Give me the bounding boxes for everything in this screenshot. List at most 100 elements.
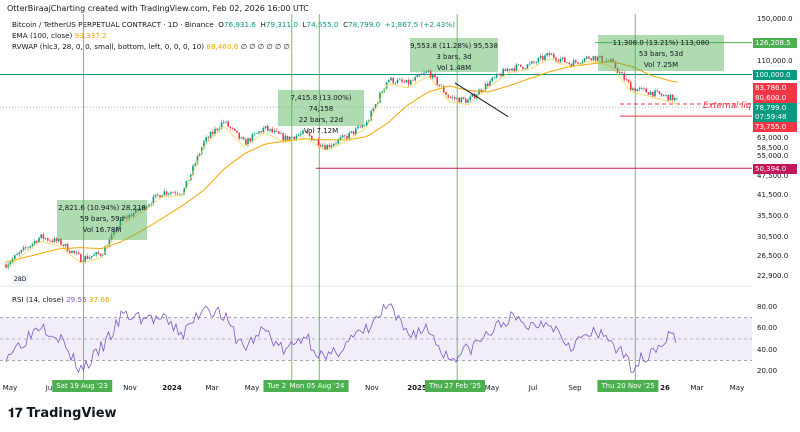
ema-legend[interactable]: EMA (100, close) 93,337.2 (12, 31, 107, 40)
price-axis-label: 55,000.0 (757, 152, 789, 161)
rsi-legend[interactable]: RSI (14, close) 29.55 37.66 (12, 295, 110, 304)
candle-body (130, 214, 133, 217)
high-label: H (260, 20, 266, 29)
candle-body (148, 204, 150, 207)
rvwap-legend[interactable]: RVWAP (hlc3, 28, 0, 0, small, bottom, le… (12, 42, 290, 51)
candle-body (352, 131, 355, 135)
candle-body (51, 240, 53, 243)
candle-body (280, 133, 282, 134)
trend-line (454, 82, 509, 118)
candle-body (427, 70, 430, 72)
candle-body (630, 82, 632, 91)
candle-body (223, 121, 225, 123)
candle-body (557, 60, 559, 62)
candle-body (192, 165, 194, 175)
candle-body (638, 88, 641, 90)
candle-body (361, 125, 364, 128)
candle-body (328, 145, 331, 148)
candle-body (247, 138, 249, 145)
measure-box[interactable]: 9,553.8 (11.28%) 95,538 3 bars, 3d Vol 1.4… (410, 38, 498, 72)
candle-body (150, 204, 152, 205)
time-axis-label: 2024 (162, 384, 182, 392)
candle-body (80, 254, 82, 263)
candle-body (135, 208, 137, 214)
candle-body (564, 57, 566, 63)
candle-body (282, 133, 284, 141)
rsi-axis-label: 20.00 (757, 366, 778, 375)
rsi-band (0, 317, 752, 361)
candle-body (231, 127, 234, 129)
measure-box[interactable]: 2,821.6 (10.94%) 28,218 59 bars, 59d Vol 1… (57, 200, 147, 240)
candle-body (390, 77, 392, 81)
candle-body (449, 97, 452, 98)
measure-line: 3 bars, 3d (436, 53, 472, 61)
candle-body (337, 139, 339, 144)
measure-line: 11,308.0 (13.21%) 113,080 (612, 39, 710, 47)
candle-body (71, 250, 73, 253)
measure-line: Vol 7.12M (303, 127, 339, 135)
candle-body (550, 54, 553, 55)
candle-body (267, 126, 269, 131)
candle-body (152, 196, 155, 205)
candle-body (634, 88, 636, 92)
candle-body (374, 104, 377, 109)
candle-body (495, 73, 498, 78)
candle-body (432, 74, 434, 78)
candle-body (319, 145, 322, 147)
candle-body (36, 240, 38, 243)
tradingview-logo[interactable]: 𝟏𝟕 TradingView (8, 406, 117, 421)
candle-body (359, 126, 361, 128)
candle-body (126, 216, 128, 219)
candle-body (185, 180, 188, 189)
price-axis-label: 26,500.0 (757, 252, 789, 261)
candle-body (66, 243, 69, 252)
candle-body (436, 77, 438, 85)
candle-body (636, 89, 639, 92)
candle-body (434, 74, 436, 78)
price-chart[interactable] (0, 14, 800, 384)
change-value: +1,867.5 (+2.43%) (384, 20, 455, 29)
measure-box[interactable]: 7,415.8 (13.00%) 74,158 22 bars, 22d Vol 7… (278, 90, 364, 135)
candle-body (416, 75, 419, 78)
date-marker-badge: Thu 27 Feb '25 (425, 380, 485, 392)
candle-body (295, 135, 298, 140)
candle-body (511, 68, 513, 71)
candle-body (49, 240, 51, 242)
candle-body (278, 131, 280, 134)
candle-body (605, 60, 608, 63)
candle-body (546, 53, 548, 56)
candle-body (99, 253, 102, 256)
candle-body (183, 188, 185, 194)
candle-body (273, 130, 276, 133)
measure-box[interactable]: 11,308.0 (13.21%) 113,080 53 bars, 53d Vol… (598, 35, 724, 71)
candle-body (627, 79, 630, 83)
candle-body (531, 61, 533, 64)
candle-body (22, 247, 25, 250)
symbol-name[interactable]: Bitcoin / TetherUS PERPETUAL CONTRACT · … (12, 20, 214, 29)
measure-line: Vol 1.48M (436, 64, 472, 72)
candle-body (229, 126, 232, 128)
candle-body (163, 191, 166, 196)
candle-body (561, 57, 564, 59)
candle-body (42, 234, 45, 239)
corner-label: 28D (12, 275, 29, 284)
candle-body (513, 68, 515, 71)
candle-body (143, 206, 146, 210)
candle-body (641, 87, 643, 89)
candle-body (220, 122, 223, 129)
candle-body (487, 83, 489, 87)
candle-body (176, 193, 179, 195)
high-value: 79,311.0 (265, 20, 298, 29)
candle-body (75, 252, 78, 254)
rvwap-value: 88,460.6 (206, 42, 239, 51)
candle-body (25, 247, 27, 248)
candle-body (577, 62, 579, 64)
candle-body (174, 192, 177, 194)
candle-body (590, 58, 592, 61)
candle-body (104, 246, 106, 255)
candle-body (335, 143, 337, 145)
price-axis-label: 35,500.0 (757, 212, 789, 221)
symbol-legend: Bitcoin / TetherUS PERPETUAL CONTRACT · … (12, 20, 455, 29)
candle-body (498, 73, 500, 75)
rsi-axis-label: 40.00 (757, 345, 778, 354)
